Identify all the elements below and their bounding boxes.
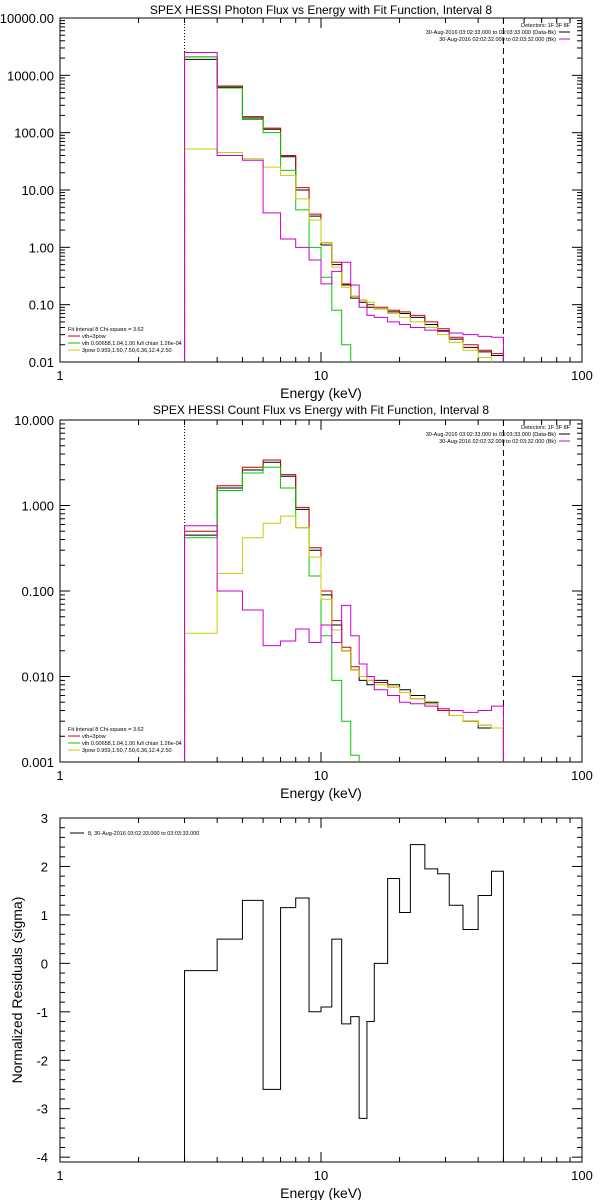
y-tick-label: 10000.00 (0, 11, 54, 26)
x-tick-label: 100 (571, 368, 593, 383)
y-tick-label: 1.000 (21, 499, 54, 514)
y-tick-label: -2 (36, 1053, 48, 1068)
legend-entry-text: vth+3pow (82, 334, 106, 340)
legend-entry-text: 30-Aug-2016 03:02:33.000 to 03:03:33.000… (426, 30, 556, 36)
y-tick-label: 1.00 (29, 240, 54, 255)
legend-entry-text: 8, 30-Aug-2016 03:02:33.000 to 03:03:33.… (88, 831, 199, 837)
y-tick-label: 10.00 (21, 183, 54, 198)
legend-entry-text: vth 0.00658,1.04,1.00 full chian 1.26e-0… (82, 741, 182, 747)
x-axis-label: Energy (keV) (280, 785, 362, 801)
legend-header: Detectors: 1F 3F 8F (521, 425, 571, 431)
x-axis-label: Energy (keV) (280, 1185, 362, 1200)
y-tick-label: 0.001 (21, 755, 54, 770)
chart-title: SPEX HESSI Photon Flux vs Energy with Fi… (150, 3, 492, 17)
x-tick-label: 1 (56, 368, 63, 383)
legend-header: Detectors: 1F 3F 8F (521, 23, 571, 29)
legend-fit-header: Fit Interval 8 Chi-square = 3.62 (68, 327, 144, 333)
legend-entry-text: 30-Aug-2016 03:02:33.000 to 03:03:33.000… (426, 432, 556, 438)
series-0-histogram (184, 58, 504, 362)
y-tick-label: 10.000 (14, 413, 54, 428)
legend-entry-text: 30-Aug-2016 02:02:32.000 to 02:03:32.000… (439, 439, 556, 445)
x-tick-label: 1 (56, 1168, 63, 1183)
legend-fit-header: Fit Interval 8 Chi-square = 3.62 (68, 727, 144, 733)
y-tick-label: 0 (41, 956, 48, 971)
legend-entry-text: 30-Aug-2016 02:02:32.000 to 02:03:32.000… (439, 37, 556, 43)
series-0-histogram (184, 844, 504, 1162)
y-tick-label: 1 (41, 908, 48, 923)
series-3-histogram (184, 515, 504, 762)
y-tick-label: -1 (36, 1005, 48, 1020)
y-tick-label: 1000.00 (7, 68, 54, 83)
series-3-histogram (184, 148, 492, 362)
y-tick-label: -4 (36, 1150, 48, 1165)
y-axis-label: Normalized Residuals (sigma) (9, 897, 25, 1084)
y-tick-label: 0.010 (21, 670, 54, 685)
x-tick-label: 100 (571, 768, 593, 783)
legend-entry-text: vth 0.00658,1.04,1.00 full chian 1.26e-0… (82, 341, 182, 347)
y-tick-label: 0.10 (29, 298, 54, 313)
x-tick-label: 10 (314, 768, 328, 783)
y-tick-label: 0.01 (29, 355, 54, 370)
y-tick-label: 2 (41, 859, 48, 874)
series-4-histogram (184, 525, 504, 762)
series-2-histogram (184, 56, 352, 362)
y-tick-label: -3 (36, 1102, 48, 1117)
series-2-histogram (184, 466, 360, 762)
legend-entry-text: vth+3pow (82, 734, 106, 740)
x-tick-label: 10 (314, 368, 328, 383)
x-tick-label: 1 (56, 768, 63, 783)
series-4-histogram (184, 52, 504, 362)
y-tick-label: 3 (41, 811, 48, 826)
y-tick-label: 100.00 (14, 126, 54, 141)
x-tick-label: 100 (571, 1168, 593, 1183)
x-tick-label: 10 (314, 1168, 328, 1183)
y-tick-label: 0.100 (21, 584, 54, 599)
x-axis-label: Energy (keV) (280, 385, 362, 401)
legend-entry-text: 3pow 0.959,1.50,7.50,6.36,12.4,2.50 (82, 348, 172, 354)
series-1-histogram (184, 56, 504, 362)
legend-entry-text: 3pow 0.959,1.50,7.50,6.36,12.4,2.50 (82, 748, 172, 754)
chart-title: SPEX HESSI Count Flux vs Energy with Fit… (153, 403, 489, 417)
